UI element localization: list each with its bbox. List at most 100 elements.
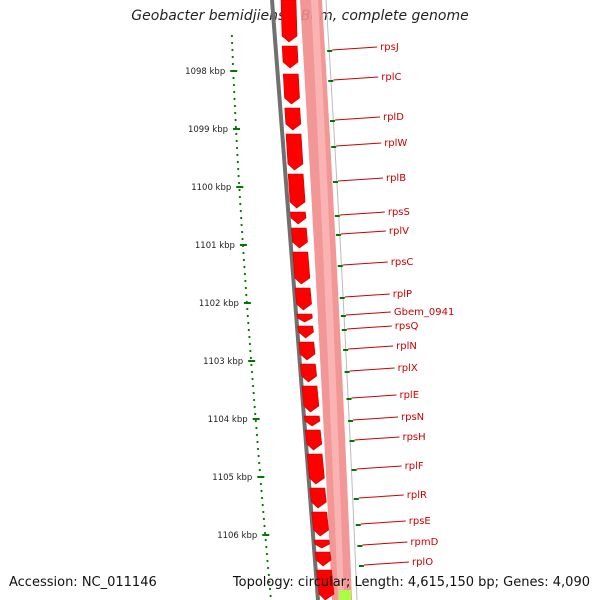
- scale-label: 1104 kbp: [208, 415, 248, 425]
- ruler-dot: [240, 216, 243, 220]
- ruler-dot: [237, 174, 240, 178]
- gene-arrow: [303, 415, 321, 427]
- gene-arrow: [314, 551, 332, 567]
- ruler-dot: [239, 209, 242, 213]
- gene-arrow: [306, 453, 325, 485]
- gene-label: rpmD: [410, 537, 438, 548]
- ruler-dot: [234, 118, 237, 122]
- gene-arrow: [316, 569, 335, 600]
- ruler-dot: [249, 356, 252, 360]
- gene-label: rplW: [384, 138, 407, 149]
- ruler-dot: [268, 580, 271, 584]
- ruler-dot: [236, 160, 239, 164]
- ruler-dot: [249, 349, 252, 353]
- scale-label: 1101 kbp: [195, 241, 235, 251]
- gene-arrow: [298, 341, 316, 361]
- gene-label: rplF: [405, 461, 424, 472]
- scale-label: 1102 kbp: [199, 299, 239, 309]
- gene-leader-line: [344, 293, 390, 298]
- gene-arrow: [292, 251, 311, 285]
- ruler-dot: [235, 132, 238, 136]
- ruler-dot: [261, 496, 264, 500]
- ruler-dot: [232, 83, 235, 87]
- scale-label: 1103 kbp: [203, 357, 243, 367]
- accession-label: Accession: NC_011146: [9, 575, 157, 590]
- ruler-dot: [235, 139, 238, 143]
- gene-arrow: [294, 287, 312, 311]
- scale-label: 1099 kbp: [188, 125, 228, 135]
- gene-arrow: [284, 107, 302, 131]
- ruler-dot: [237, 167, 240, 171]
- gene-label: rpsC: [391, 257, 414, 268]
- gene-leader-line: [352, 416, 399, 421]
- ruler-dot: [258, 461, 261, 465]
- scale-label: 1098 kbp: [185, 67, 225, 77]
- ruler-dot: [252, 391, 255, 395]
- ruler-dot: [243, 265, 246, 269]
- ruler-dot: [265, 552, 268, 556]
- ruler-dot: [244, 279, 247, 283]
- ruler-dot: [268, 587, 272, 591]
- feature-highlight: [339, 590, 351, 600]
- ruler-dot: [246, 307, 249, 311]
- ruler-dot: [267, 573, 270, 577]
- gene-leader-line: [339, 211, 385, 216]
- ruler-dot: [235, 146, 239, 150]
- gene-label: rplD: [383, 112, 404, 123]
- ruler-dot: [233, 104, 236, 108]
- ruler-dot: [242, 258, 245, 262]
- ruler-dot: [233, 90, 236, 94]
- scale-label: 1105 kbp: [212, 473, 252, 483]
- scale-ruler: 1098 kbp 1099 kbp 1100 kbp 1101 kbp 1102 kbp…: [185, 34, 272, 598]
- gene-label: rplX: [398, 363, 418, 374]
- gene-arrow: [289, 211, 307, 225]
- ruler-dot: [231, 41, 234, 45]
- ruler-dot: [260, 489, 263, 493]
- gene-leader-line: [358, 494, 404, 499]
- gene-arrow: [290, 227, 308, 249]
- gene-leader-line: [354, 436, 400, 441]
- gene-leader-line: [351, 394, 397, 399]
- gene-label: rpsS: [388, 207, 410, 218]
- ruler-dot: [233, 97, 236, 101]
- ruler-dot: [230, 34, 233, 38]
- ruler-dot: [258, 468, 261, 472]
- gene-labels: rpsJ rplC rplD rplW rplB rpsS rplV rpsC rplP Gbem…: [327, 42, 454, 568]
- ruler-dot: [243, 272, 246, 276]
- ruler-dot: [238, 195, 241, 199]
- ruler-dot: [259, 482, 262, 486]
- gene-arrow: [313, 539, 330, 549]
- ruler-dot: [234, 125, 237, 129]
- gene-leader-line: [349, 367, 395, 372]
- genome-title: Geobacter bemidjiensis Bem, complete gen…: [131, 8, 469, 24]
- ruler-dot: [241, 237, 244, 241]
- gene-label: rplB: [386, 173, 406, 184]
- gene-label: rpsJ: [380, 42, 399, 53]
- ruler-dot: [255, 426, 258, 430]
- ruler-dot: [254, 419, 257, 423]
- gene-arrow: [280, 0, 298, 43]
- ruler-dot: [238, 188, 241, 192]
- gene-arrow: [282, 73, 300, 105]
- ruler-dot: [238, 181, 241, 185]
- gene-leader-line: [346, 325, 392, 330]
- ruler-dot: [242, 251, 245, 255]
- gene-label: rplV: [389, 226, 409, 237]
- ruler-dot: [266, 559, 269, 563]
- ruler-dot: [251, 377, 254, 381]
- ruler-dot: [250, 363, 253, 367]
- scale-label: 1100 kbp: [191, 183, 231, 193]
- gene-track: [270, 0, 358, 600]
- ruler-dot: [244, 286, 247, 290]
- ruler-dot: [253, 398, 256, 402]
- ruler-dot: [236, 153, 239, 157]
- ruler-dot: [256, 447, 260, 451]
- ruler-dot: [264, 531, 267, 535]
- ruler-dot: [231, 48, 234, 52]
- ruler-dot: [250, 370, 254, 374]
- gene-arrow: [301, 385, 320, 413]
- gene-leader-line: [345, 311, 391, 316]
- gene-arrow: [297, 325, 314, 339]
- gene-label: Gbem_0941: [394, 307, 454, 318]
